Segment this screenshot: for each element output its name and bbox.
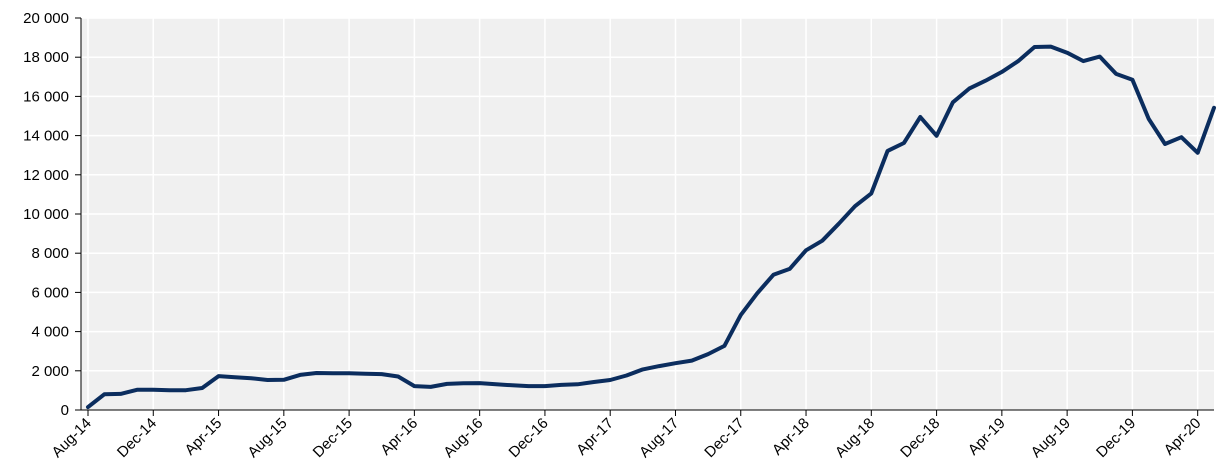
x-tick-label: Aug-19: [1028, 415, 1074, 461]
x-tick-label: Aug-14: [49, 415, 95, 461]
x-tick-label: Aug-16: [440, 415, 486, 461]
y-tick-label: 16 000: [23, 88, 69, 105]
x-tick-label: Apr-20: [1161, 415, 1205, 459]
x-tick-label: Dec-14: [114, 415, 160, 461]
x-tick-label: Dec-17: [701, 415, 747, 461]
x-tick-label: Dec-16: [506, 415, 552, 461]
y-tick-label: 4 000: [31, 324, 69, 341]
y-tick-label: 8 000: [31, 245, 69, 262]
y-axis: 0 2 000 4 000 6 000 8 000 10 000 12 000 14 000 1…: [23, 10, 82, 419]
x-tick-label: Apr-19: [965, 415, 1009, 459]
series-line: [86, 44, 1216, 410]
x-tick-label: Aug-15: [244, 415, 290, 461]
y-tick-label: 20 000: [23, 10, 69, 27]
y-tick-label: 12 000: [23, 167, 69, 184]
y-tick-label: 18 000: [23, 49, 69, 66]
x-tick-label: Apr-15: [182, 415, 226, 459]
y-tick-label: 6 000: [31, 284, 69, 301]
x-tick-label: Aug-18: [832, 415, 878, 461]
x-tick-label: Aug-17: [636, 415, 682, 461]
y-tick-label: 2 000: [31, 363, 69, 380]
y-tick-label: 10 000: [23, 206, 69, 223]
x-tick-label: Dec-18: [897, 415, 943, 461]
x-tick-label: Apr-16: [377, 415, 421, 459]
y-tick-label: 14 000: [23, 128, 69, 145]
gridlines: [81, 17, 1214, 410]
y-tick-label: 0: [61, 402, 69, 419]
x-tick-label: Apr-17: [573, 415, 617, 459]
x-axis: Aug-14 Dec-14 Apr-15 Aug-15 Dec-15 Apr-16 Aug-…: [49, 409, 1214, 461]
x-tick-label: Apr-18: [769, 415, 813, 459]
x-tick-label: Dec-15: [310, 415, 356, 461]
x-tick-label: Dec-19: [1093, 415, 1139, 461]
